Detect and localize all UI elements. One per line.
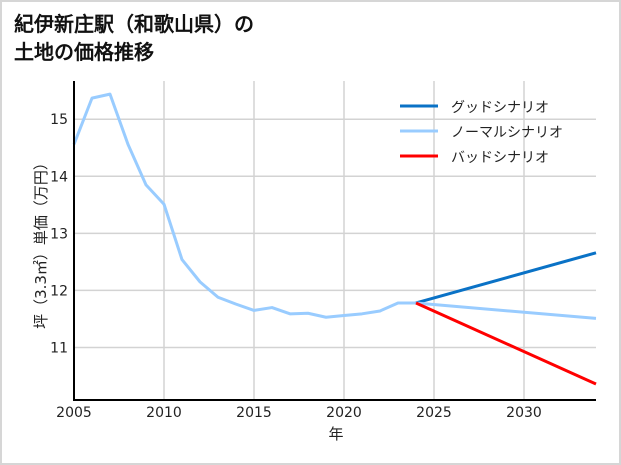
chart-title-line2: 土地の価格推移 — [14, 40, 154, 64]
x-tick-label: 2010 — [146, 405, 182, 421]
x-tick-label: 2020 — [326, 405, 362, 421]
x-tick-label: 2015 — [236, 405, 272, 421]
y-tick-label: 12 — [50, 283, 68, 299]
chart-title: 紀伊新庄駅（和歌山県）の 土地の価格推移 — [14, 10, 254, 66]
y-tick-label: 15 — [50, 112, 68, 128]
series-line-1 — [415, 251, 597, 305]
x-tick-label: 2025 — [416, 405, 452, 421]
chart-title-line1: 紀伊新庄駅（和歌山県）の — [14, 12, 254, 36]
series-line-0 — [72, 92, 416, 319]
grid-lines — [73, 81, 596, 400]
data-lines — [72, 92, 597, 386]
x-tick-label: 2005 — [56, 405, 92, 421]
tick-labels: 2005 2010 2015 2020 2025 2030 11 12 13 14 15 — [50, 112, 542, 421]
legend-label: バッドシナリオ — [451, 150, 549, 166]
series-line-2 — [415, 301, 597, 320]
x-tick-label: 2030 — [506, 405, 542, 421]
x-axis-label: 年 — [328, 425, 343, 443]
legend-label: ノーマルシナリオ — [451, 125, 563, 141]
legend-label: グッドシナリオ — [451, 100, 549, 116]
y-tick-label: 11 — [50, 340, 68, 356]
series-line-3 — [415, 301, 597, 386]
y-tick-label: 13 — [50, 226, 68, 242]
y-tick-label: 14 — [50, 169, 68, 185]
axes — [73, 81, 596, 401]
y-axis-label: 坪（3.3㎡）単価（万円） — [32, 155, 50, 329]
